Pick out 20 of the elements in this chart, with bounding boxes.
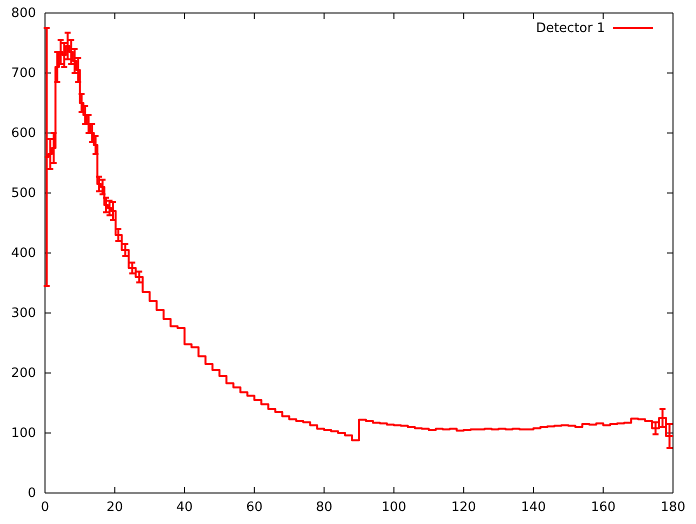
y-tick-label: 800 xyxy=(11,6,36,22)
x-tick-label: 40 xyxy=(176,500,193,516)
x-tick-label: 160 xyxy=(590,500,616,516)
x-tick-label: 20 xyxy=(106,500,124,516)
x-tick-label: 180 xyxy=(660,500,686,516)
x-tick-label: 140 xyxy=(521,500,546,516)
x-tick-label: 80 xyxy=(316,500,332,516)
y-tick-label: 600 xyxy=(11,126,36,142)
legend-label: Detector 1 xyxy=(536,21,605,36)
y-tick-label: 300 xyxy=(11,306,36,322)
y-tick-label: 500 xyxy=(11,186,36,202)
y-tick-label: 200 xyxy=(11,366,36,382)
x-tick-label: 60 xyxy=(246,500,263,516)
y-tick-label: 0 xyxy=(28,486,36,502)
y-tick-label: 100 xyxy=(11,426,36,442)
x-tick-label: 100 xyxy=(381,500,406,516)
y-tick-label: 700 xyxy=(11,66,36,82)
x-tick-label: 0 xyxy=(40,500,50,516)
x-tick-label: 120 xyxy=(451,500,476,516)
y-tick-label: 400 xyxy=(11,246,36,262)
